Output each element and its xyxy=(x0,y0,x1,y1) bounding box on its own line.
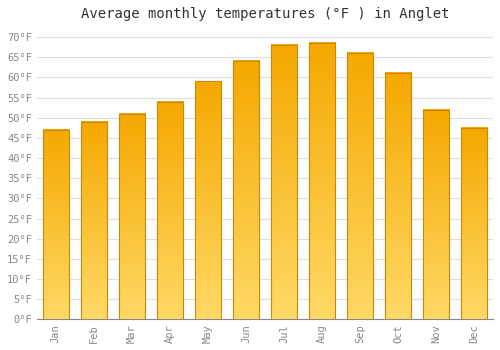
Bar xyxy=(422,110,450,320)
Bar xyxy=(42,130,69,320)
Bar xyxy=(118,114,145,320)
Bar xyxy=(156,102,183,320)
Title: Average monthly temperatures (°F ) in Anglet: Average monthly temperatures (°F ) in An… xyxy=(80,7,449,21)
Bar xyxy=(460,128,487,320)
Bar xyxy=(346,53,374,320)
Bar xyxy=(308,43,336,320)
Bar xyxy=(194,82,221,320)
Bar xyxy=(384,74,411,320)
Bar xyxy=(270,45,297,320)
Bar xyxy=(80,122,107,320)
Bar xyxy=(232,61,259,320)
